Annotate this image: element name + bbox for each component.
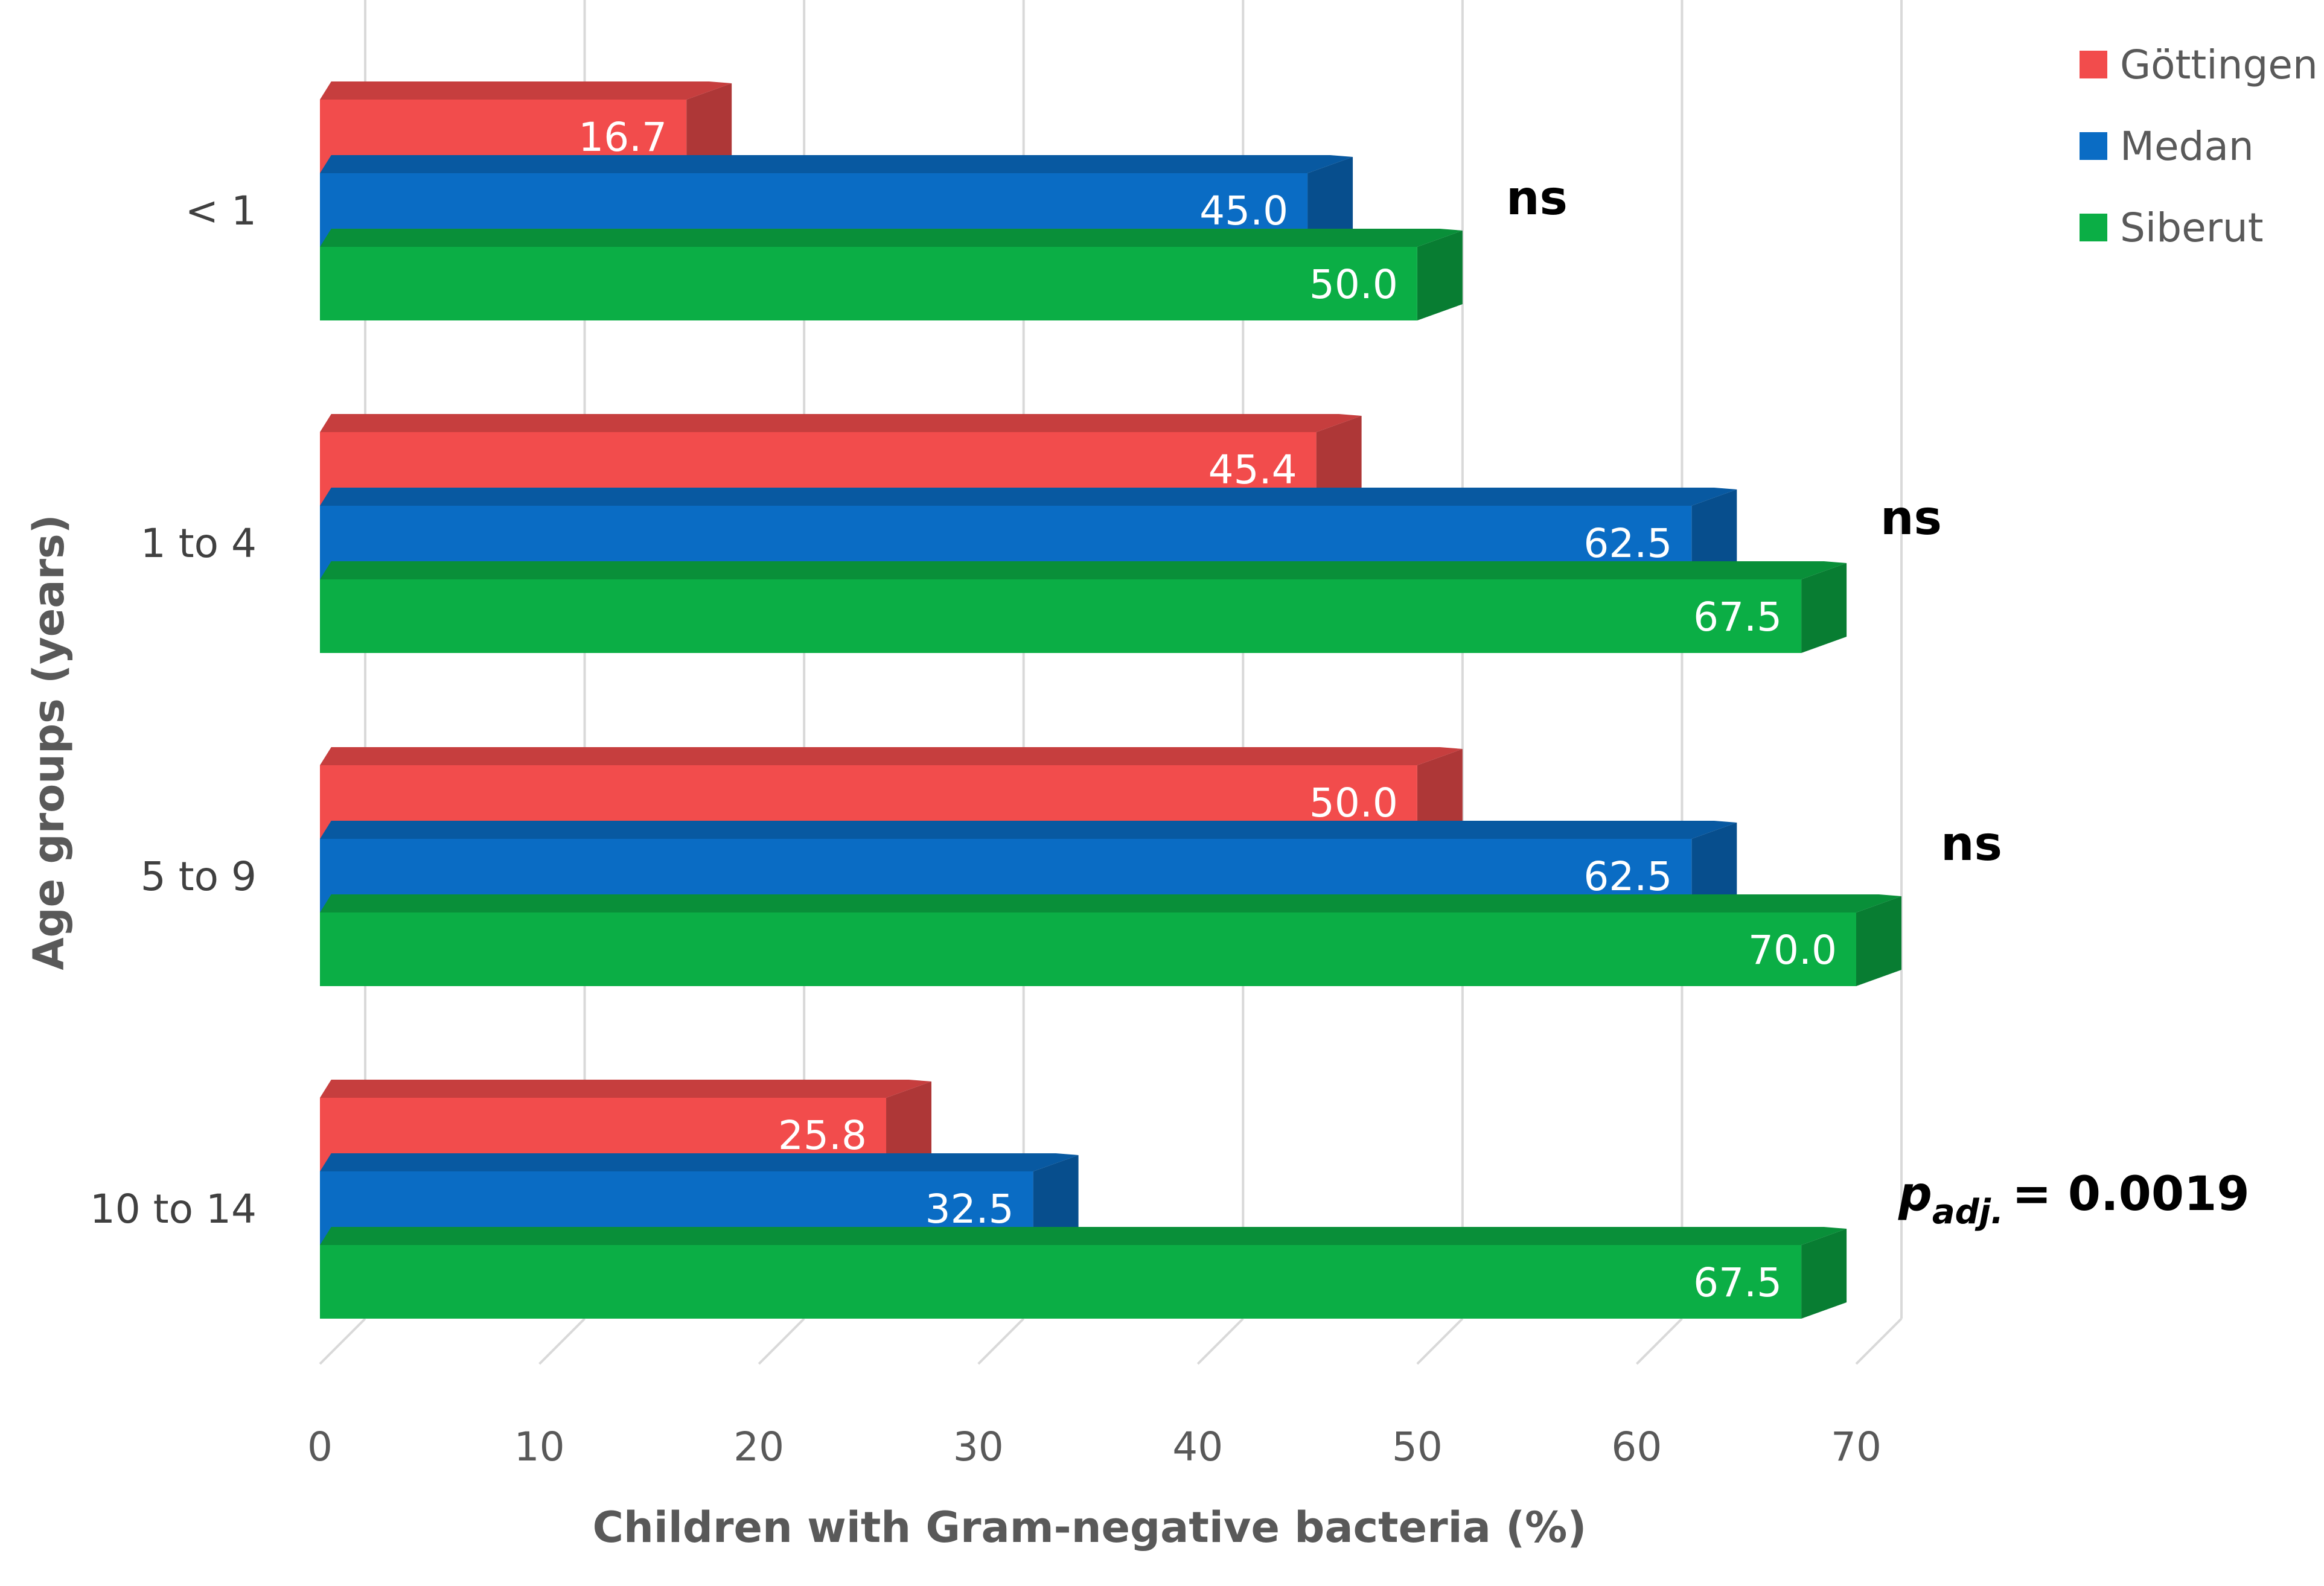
bar-label-g-ttingen-10-to-14: 25.8 (778, 1112, 867, 1159)
y-tick-label: 10 to 14 (90, 1186, 257, 1232)
bar-label-medan-5-to-9: 62.5 (1583, 853, 1672, 900)
floor-gridline (1855, 1317, 1903, 1365)
bar-top-face (320, 81, 732, 100)
x-axis-title: Children with Gram-negative bacteria (%) (593, 1503, 1587, 1552)
bar-top-face (320, 1153, 1079, 1171)
bar-side-face (1417, 749, 1463, 839)
legend-swatch-medan (2080, 132, 2107, 160)
significance-labels: ns ns ns padj. = 0.0019 (1506, 171, 2250, 1232)
bars (320, 81, 1901, 1319)
floor-gridline (977, 1317, 1025, 1365)
bar-front-face (320, 1245, 1802, 1319)
significance-label-5-to-9: ns (1941, 817, 2002, 871)
x-tick-label: 20 (733, 1424, 784, 1470)
bar-side-face (1033, 1155, 1079, 1245)
bar-top-face (320, 561, 1847, 579)
bar-label-medan-1: 45.0 (1199, 188, 1288, 234)
x-tick-label: 60 (1611, 1424, 1662, 1470)
y-tick-label: < 1 (185, 188, 257, 234)
bar-siberut-1-to-4 (320, 561, 1847, 653)
p-value: = 0.0019 (2012, 1167, 2250, 1221)
bar-top-face (320, 488, 1737, 506)
floor-gridline (758, 1317, 805, 1365)
bar-front-face (320, 579, 1802, 653)
bar-siberut-1 (320, 229, 1463, 320)
bar-siberut-10-to-14 (320, 1227, 1847, 1319)
bar-label-medan-1-to-4: 62.5 (1583, 520, 1672, 567)
bar-top-face (320, 894, 1901, 912)
bar-side-face (1316, 416, 1362, 506)
bar-front-face (320, 247, 1417, 320)
floor-gridline (319, 1317, 366, 1365)
bar-label-siberut-1-to-4: 67.5 (1693, 594, 1782, 640)
y-tick-labels: < 1 1 to 4 5 to 9 10 to 14 (90, 188, 257, 1232)
bar-side-face (686, 83, 732, 173)
bar-front-face (320, 912, 1856, 986)
floor-gridline (538, 1317, 586, 1365)
y-axis-title: Age groups (years) (24, 514, 74, 970)
x-tick-label: 70 (1831, 1424, 1882, 1470)
significance-label-1-to-4: ns (1880, 491, 1942, 546)
bar-side-face (1691, 823, 1737, 912)
significance-label-1: ns (1506, 171, 1568, 226)
p-symbol: p (1898, 1167, 1932, 1221)
y-tick-label: 5 to 9 (141, 853, 257, 900)
bar-label-g-ttingen-1: 16.7 (578, 114, 667, 161)
bar-side-face (1801, 1229, 1847, 1319)
bar-top-face (320, 1227, 1847, 1245)
significance-label-10-to-14: padj. = 0.0019 (1898, 1167, 2250, 1232)
x-tick-label: 10 (514, 1424, 565, 1470)
bar-label-siberut-5-to-9: 70.0 (1748, 927, 1837, 973)
bar-top-face (320, 229, 1463, 247)
floor-gridline (1636, 1317, 1683, 1365)
legend-swatch-g-ttingen (2080, 51, 2107, 78)
x-tick-labels: 0 10 20 30 40 50 60 70 (307, 1424, 1882, 1470)
bar-label-g-ttingen-1-to-4: 45.4 (1208, 447, 1297, 493)
bar-top-face (320, 821, 1737, 839)
bar-side-face (1691, 489, 1737, 579)
legend-label-medan: Medan (2120, 123, 2254, 170)
bar-label-g-ttingen-5-to-9: 50.0 (1309, 780, 1398, 826)
x-tick-label: 30 (953, 1424, 1004, 1470)
bar-labels: 16.7 45.0 50.0 45.4 62.5 67.5 50.0 62.5 70.0 25.8… (578, 114, 1837, 1306)
bar-top-face (320, 1080, 932, 1098)
bar-side-face (1856, 896, 1901, 986)
floor-gridline (1196, 1317, 1244, 1365)
y-tick-label: 1 to 4 (141, 520, 257, 567)
legend-swatch-siberut (2080, 214, 2107, 241)
bar-side-face (886, 1081, 932, 1171)
bar-side-face (1417, 231, 1463, 320)
legend: Göttingen Medan Siberut (2080, 42, 2318, 251)
x-tick-label: 40 (1172, 1424, 1223, 1470)
bar-label-siberut-10-to-14: 67.5 (1693, 1260, 1782, 1306)
bar-top-face (320, 155, 1353, 173)
bar-siberut-5-to-9 (320, 894, 1901, 986)
bar-label-medan-10-to-14: 32.5 (925, 1186, 1014, 1232)
legend-label-g-ttingen: Göttingen (2120, 42, 2318, 88)
bar-label-siberut-1: 50.0 (1309, 261, 1398, 308)
bar-top-face (320, 747, 1463, 765)
floor-gridline (1416, 1317, 1464, 1365)
legend-label-siberut: Siberut (2120, 205, 2264, 251)
p-subscript: adj. (1932, 1193, 2003, 1232)
x-tick-label: 50 (1392, 1424, 1443, 1470)
bar-top-face (320, 414, 1362, 432)
bar-side-face (1801, 563, 1847, 653)
bar-side-face (1307, 157, 1353, 247)
x-tick-label: 0 (307, 1424, 333, 1470)
